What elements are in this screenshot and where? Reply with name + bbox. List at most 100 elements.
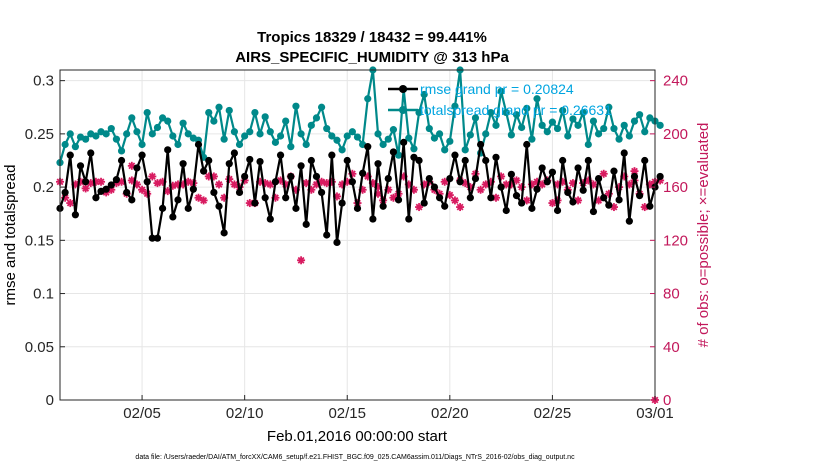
totalspread-point (133, 128, 141, 136)
totalspread-point (184, 130, 192, 138)
rmse-point (636, 192, 644, 200)
totalspread-point (276, 132, 285, 140)
totalspread-point (487, 108, 495, 117)
totalspread-point (435, 130, 444, 138)
totalspread-point (338, 146, 346, 154)
chart-title: Tropics 18329 / 18432 = 99.441% (257, 29, 487, 46)
rmse-point (359, 169, 367, 177)
rmse-line (58, 141, 662, 244)
rmse-point (538, 164, 546, 172)
evaluated-point (97, 177, 106, 186)
rmse-point (307, 156, 315, 165)
rmse-point (302, 220, 310, 228)
rmse-point (615, 196, 623, 204)
totalspread-point (302, 140, 310, 149)
totalspread-point (528, 135, 536, 143)
rmse-point (66, 151, 74, 159)
totalspread-point (410, 145, 418, 153)
rmse-point (215, 202, 223, 210)
totalspread-point (82, 135, 90, 143)
rmse-point (312, 172, 321, 181)
rmse-point (569, 198, 577, 206)
y-tick-label: 0.15 (25, 232, 54, 249)
totalspread-point (384, 135, 392, 143)
rmse-point (584, 156, 592, 165)
evaluated-point-stroke (128, 177, 136, 184)
totalspread-point (518, 123, 526, 132)
evaluated-point (599, 169, 608, 178)
rmse-point (225, 160, 233, 168)
evaluated-point-stroke (195, 194, 202, 202)
evaluated-point (522, 196, 531, 205)
rmse-point (523, 140, 531, 149)
evaluated-point-stroke (610, 203, 618, 211)
rmse-point (230, 149, 238, 157)
rmse-point (589, 207, 598, 216)
totalspread-point (246, 128, 254, 136)
totalspread-point (128, 114, 136, 122)
totalspread-point (210, 117, 218, 125)
totalspread-point (446, 137, 454, 145)
rmse-point (435, 194, 444, 202)
totalspread-point (353, 133, 362, 141)
rmse-point (246, 155, 254, 164)
evaluated-point-stroke (513, 177, 520, 184)
totalspread-point (333, 136, 341, 144)
rmse-point (400, 138, 408, 146)
plot-frame (59, 69, 656, 401)
totalspread-point (600, 124, 608, 133)
totalspread-point (512, 111, 521, 119)
totalspread-point (594, 130, 603, 138)
totalspread-point (230, 128, 238, 136)
y-right-tick-label: 120 (663, 232, 688, 249)
tick-labels: 02/05 02/10 02/15 02/20 02/25 03/0100.050.10.… (25, 73, 688, 422)
totalspread-point (559, 106, 567, 115)
totalspread-point (117, 147, 126, 155)
rmse-point (425, 174, 433, 183)
evaluated-point (81, 184, 90, 193)
evaluated-point-stroke (477, 186, 485, 194)
rmse-point (205, 156, 213, 165)
rmse-point (271, 178, 280, 186)
evaluated-point-stroke (569, 179, 577, 187)
legend-rmse-marker (399, 85, 407, 93)
y-tick-label: 0.2 (33, 179, 54, 196)
totalspread-point (420, 90, 428, 99)
totalspread-point (589, 117, 598, 125)
rmse-point (117, 156, 126, 165)
rmse-point (477, 140, 485, 149)
totalspread-point (287, 143, 295, 151)
totalspread-point (179, 119, 187, 127)
footer-data-file: data file: /Users/raeder/DAI/ATM_forcXX/… (135, 454, 575, 461)
rmse-point (507, 170, 515, 178)
evaluated-point-stroke (97, 178, 105, 186)
evaluated-point-stroke (230, 180, 238, 188)
rmse-point (266, 215, 274, 223)
rmse-point (533, 185, 541, 193)
totalspread-point (656, 121, 664, 129)
evaluated-point (199, 196, 208, 205)
rmse-point (297, 162, 305, 170)
totalspread-point (630, 117, 639, 125)
evaluated-point-stroke (82, 184, 90, 192)
totalspread-point (641, 128, 649, 136)
x-tick-label: 02/15 (328, 405, 366, 422)
y-tick-label: 0.3 (33, 73, 54, 90)
totalspread-point (312, 114, 321, 122)
totalspread-point (220, 135, 228, 143)
rmse-point (553, 206, 562, 215)
rmse-point (323, 231, 331, 239)
totalspread-point (389, 126, 398, 134)
rmse-point (328, 151, 336, 159)
rmse-point (61, 188, 69, 197)
legend-spread-label: totalspread grand pr = 0.26631 (420, 102, 612, 118)
rmse-point (71, 211, 79, 219)
y-axis-label: rmse and totalspread (2, 165, 19, 306)
rmse-point (461, 156, 469, 165)
evaluated-point-stroke (600, 170, 608, 178)
y-right-tick-label: 40 (663, 339, 680, 356)
y-tick-label: 0 (46, 392, 54, 409)
rmse-point (333, 238, 341, 247)
totalspread-point (461, 146, 469, 154)
rmse-point (123, 188, 131, 197)
